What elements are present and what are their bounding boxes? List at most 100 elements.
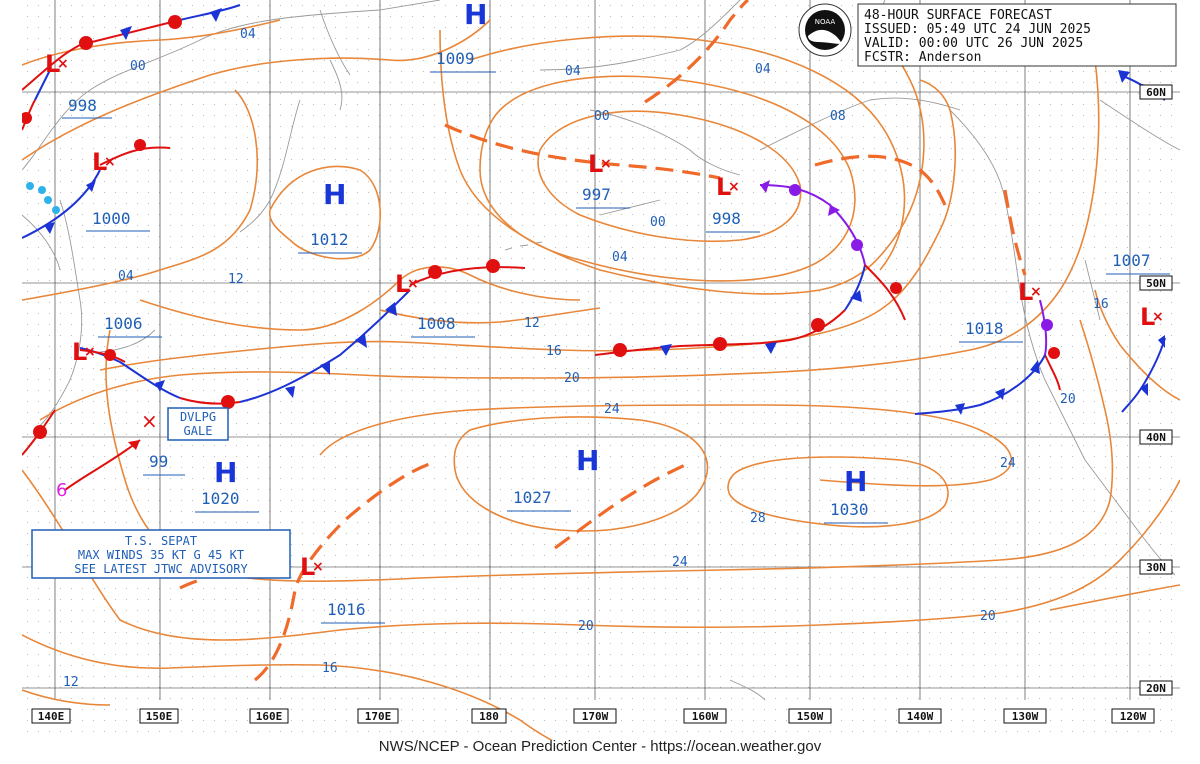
svg-text:DVLPG: DVLPG <box>180 410 216 424</box>
svg-text:04: 04 <box>240 27 256 42</box>
svg-text:28: 28 <box>750 511 766 526</box>
low-symbol: L <box>300 553 315 581</box>
pressure-label: 998 <box>68 96 97 115</box>
svg-text:20: 20 <box>578 619 594 634</box>
svg-text:20: 20 <box>1060 392 1076 407</box>
pressure-label: 1009 <box>436 49 475 68</box>
svg-text:20: 20 <box>564 371 580 386</box>
isobar-labels: 04 00 04 00 08 00 04 04 12 12 16 20 24 2… <box>63 27 1109 690</box>
svg-text:×: × <box>407 276 419 292</box>
svg-text:24: 24 <box>604 402 620 417</box>
pressure-label: 997 <box>582 185 611 204</box>
svg-text:SEE LATEST JTWC ADVISORY: SEE LATEST JTWC ADVISORY <box>74 562 248 576</box>
svg-text:04: 04 <box>755 62 771 77</box>
svg-text:00: 00 <box>594 109 610 124</box>
svg-text:30N: 30N <box>1146 561 1166 574</box>
svg-text:170E: 170E <box>365 710 392 723</box>
svg-text:T.S. SEPAT: T.S. SEPAT <box>125 534 197 548</box>
high-symbol: H <box>844 465 867 498</box>
low-symbol: L <box>45 50 60 78</box>
svg-text:50N: 50N <box>1146 277 1166 290</box>
svg-text:130W: 130W <box>1012 710 1039 723</box>
svg-text:140W: 140W <box>907 710 934 723</box>
svg-text:170W: 170W <box>582 710 609 723</box>
trough-west-pacific <box>253 460 436 682</box>
svg-text:12: 12 <box>228 272 244 287</box>
pressure-label: 1000 <box>92 209 131 228</box>
noaa-logo: NOAA <box>798 3 852 57</box>
svg-text:24: 24 <box>672 555 688 570</box>
svg-text:160W: 160W <box>692 710 719 723</box>
svg-text:150W: 150W <box>797 710 824 723</box>
forecast-header: 48-HOUR SURFACE FORECAST ISSUED: 05:49 U… <box>857 3 1177 67</box>
svg-text:NOAA: NOAA <box>815 18 836 26</box>
svg-text:×: × <box>84 344 96 360</box>
svg-text:×: × <box>312 559 324 575</box>
svg-text:16: 16 <box>322 661 338 676</box>
low-symbol: L <box>1140 303 1155 331</box>
dotted-background <box>22 0 1180 740</box>
trough-arctic <box>644 0 749 104</box>
low-symbol: L <box>92 148 107 176</box>
svg-text:160E: 160E <box>256 710 283 723</box>
svg-text:60N: 60N <box>1146 86 1166 99</box>
pressure-label: 1027 <box>513 488 552 507</box>
low-x-symbol: × <box>141 409 158 433</box>
pressure-label: 99 <box>149 452 168 471</box>
svg-text:×: × <box>600 156 612 172</box>
svg-text:40N: 40N <box>1146 431 1166 444</box>
tropical-storm-symbol: 6 <box>56 480 67 501</box>
svg-text:×: × <box>1030 284 1042 300</box>
svg-text:04: 04 <box>565 64 581 79</box>
high-symbol: H <box>576 444 599 477</box>
low-symbol: L <box>1018 278 1033 306</box>
coastlines <box>22 0 1180 701</box>
trough-sw <box>179 576 206 590</box>
svg-text:20N: 20N <box>1146 682 1166 695</box>
svg-text:×: × <box>57 56 69 72</box>
svg-text:48-HOUR SURFACE FORECAST: 48-HOUR SURFACE FORECAST <box>864 8 1052 23</box>
svg-text:12: 12 <box>63 675 79 690</box>
svg-text:×: × <box>728 179 740 195</box>
low-symbol: L <box>716 173 731 201</box>
high-symbol: H <box>464 0 487 31</box>
pressure-label: 1016 <box>327 600 366 619</box>
pressure-label: 1020 <box>201 489 240 508</box>
pressure-label: 1007 <box>1112 251 1151 270</box>
graticule <box>22 0 1180 700</box>
trough-coast <box>1003 189 1027 276</box>
pressure-label: 1018 <box>965 319 1004 338</box>
tropical-storm-annotation: T.S. SEPAT MAX WINDS 35 KT G 45 KT SEE L… <box>31 529 291 579</box>
latitude-labels: 60N 50N 40N 30N 20N <box>1139 84 1173 696</box>
svg-text:04: 04 <box>612 250 628 265</box>
svg-text:12: 12 <box>524 316 540 331</box>
pressure-label: 998 <box>712 209 741 228</box>
svg-text:24: 24 <box>1000 456 1016 471</box>
svg-text:×: × <box>104 154 116 170</box>
svg-text:180: 180 <box>479 710 499 723</box>
low-symbol: L <box>72 338 87 366</box>
low-symbol: L <box>395 270 410 298</box>
trough-east-pacific <box>554 463 686 550</box>
pressure-label: 1012 <box>310 230 349 249</box>
svg-text:120W: 120W <box>1120 710 1147 723</box>
trough-gulf <box>814 154 947 206</box>
low-symbol: L <box>588 150 603 178</box>
svg-text:150E: 150E <box>146 710 173 723</box>
longitude-labels: 140E 150E 160E 170E 180 170W 160W 150W 1… <box>31 708 1155 724</box>
pressure-centers: H 1009 L × 998 L × 1000 H 1012 L × 997 L… <box>45 0 1170 624</box>
svg-text:16: 16 <box>1093 297 1109 312</box>
svg-text:GALE: GALE <box>184 424 213 438</box>
gale-annotation: DVLPG GALE <box>167 407 229 441</box>
pressure-label: 1006 <box>104 314 143 333</box>
svg-text:00: 00 <box>130 59 146 74</box>
high-symbol: H <box>214 456 237 489</box>
svg-text:140E: 140E <box>38 710 65 723</box>
troughs <box>179 0 1027 682</box>
footer-credit: NWS/NCEP - Ocean Prediction Center - htt… <box>379 738 822 755</box>
svg-text:MAX WINDS 35 KT G 45 KT: MAX WINDS 35 KT G 45 KT <box>78 548 244 562</box>
pressure-label: 1030 <box>830 500 869 519</box>
svg-text:20: 20 <box>980 609 996 624</box>
fronts <box>22 4 1166 491</box>
svg-text:16: 16 <box>546 344 562 359</box>
